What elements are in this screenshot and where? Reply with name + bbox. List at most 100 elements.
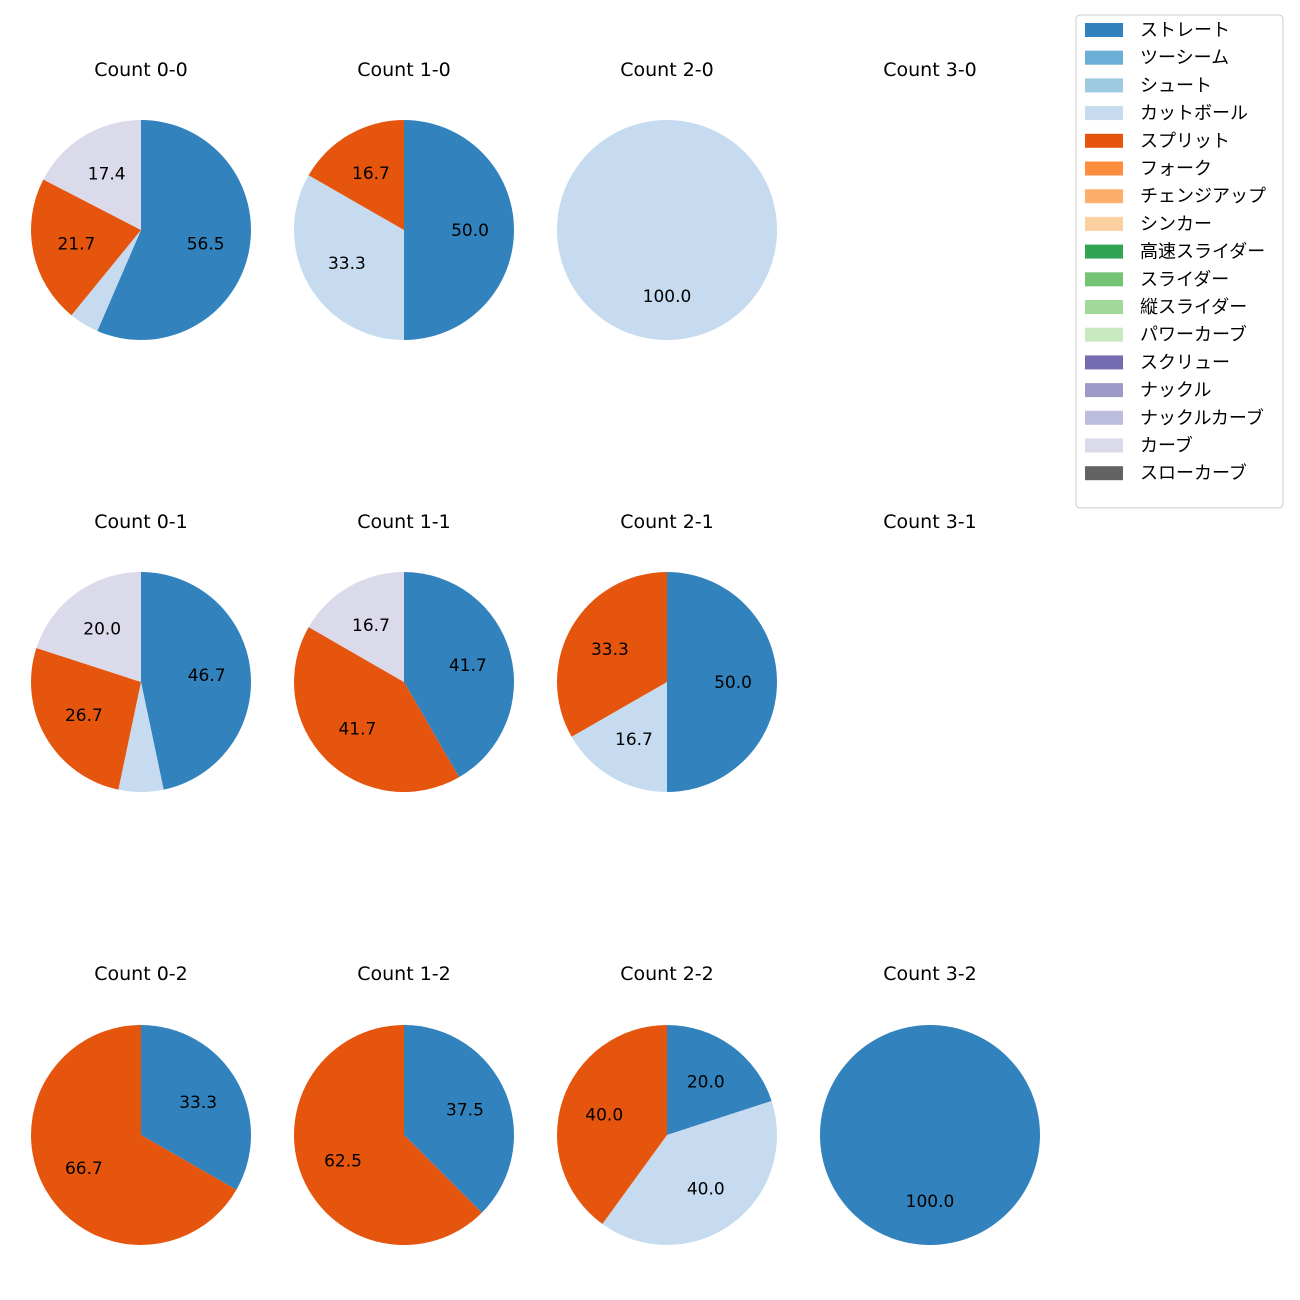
pie-panel-count-3-1: Count 3-1 [883, 511, 977, 533]
legend-label: カーブ [1140, 435, 1193, 457]
pie-slice [71, 230, 141, 331]
slice-label: 33.3 [179, 1093, 217, 1113]
slice-label: 66.7 [65, 1159, 103, 1179]
slice-label: 26.7 [65, 706, 103, 726]
legend: ストレートツーシームシュートカットボールスプリットフォークチェンジアップシンカー… [1075, 14, 1284, 509]
panel-title: Count 3-2 [883, 963, 977, 985]
pie-slice [404, 572, 514, 778]
slice-label: 20.0 [83, 620, 121, 640]
pie-slice [557, 120, 777, 340]
slice-label: 40.0 [585, 1106, 623, 1126]
slice-label: 62.5 [324, 1151, 362, 1171]
legend-swatch [1085, 23, 1123, 37]
legend-swatch [1085, 300, 1123, 314]
slice-label: 100.0 [643, 287, 692, 307]
pie-slice [308, 572, 404, 682]
legend-label: スライダー [1140, 269, 1229, 290]
pie-panel-count-1-0: Count 1-0 50.0 33.3 16.7 [294, 59, 514, 340]
slice-label: 41.7 [449, 656, 487, 676]
legend-label: 高速スライダー [1140, 242, 1265, 263]
legend-label: シンカー [1140, 214, 1212, 235]
pie-panel-count-2-0: Count 2-0 100.0 [557, 59, 777, 340]
pie-panel-count-1-1: Count 1-1 41.7 41.7 16.7 [294, 511, 514, 792]
panel-title: Count 1-1 [357, 511, 451, 533]
slice-label: 16.7 [352, 616, 390, 636]
legend-label: ツーシーム [1140, 48, 1229, 69]
slice-label: 50.0 [451, 221, 489, 241]
slice-label: 41.7 [338, 720, 376, 740]
slice-label: 50.0 [714, 673, 752, 693]
pie-slice [141, 1025, 251, 1190]
pie-panel-count-0-2: Count 0-2 33.3 66.7 [30, 963, 251, 1245]
legend-swatch [1085, 327, 1123, 342]
legend-swatch [1085, 133, 1123, 148]
legend-swatch [1085, 244, 1123, 259]
legend-label: ナックル [1140, 380, 1211, 401]
panel-title: Count 3-1 [883, 511, 977, 533]
legend-swatch [1085, 50, 1123, 65]
slice-label: 17.4 [88, 165, 126, 185]
slice-label: 16.7 [352, 164, 390, 184]
pie-slice [404, 120, 514, 340]
pie-slice [820, 1025, 1040, 1245]
slice-label: 56.5 [187, 234, 225, 254]
pie-slice [557, 1025, 667, 1224]
panel-title: Count 2-2 [620, 963, 714, 985]
legend-swatch [1085, 383, 1123, 398]
legend-swatch [1085, 466, 1123, 481]
legend-label: スプリット [1140, 131, 1230, 152]
panel-title: Count 0-1 [94, 511, 188, 533]
pie-slice [556, 572, 667, 737]
legend-label: スクリュー [1140, 352, 1230, 373]
slice-label: 100.0 [906, 1192, 955, 1212]
pie-slice [293, 1025, 482, 1245]
legend-swatch [1085, 189, 1123, 204]
pie-slice [667, 1025, 772, 1135]
legend-label: 縦スライダー [1140, 297, 1247, 318]
panel-title: Count 1-0 [357, 59, 451, 81]
pie-slice [118, 682, 164, 792]
pie-slice [602, 1101, 777, 1245]
legend-swatch [1085, 272, 1123, 287]
legend-swatch [1085, 355, 1123, 370]
legend-swatch [1085, 216, 1123, 231]
pie-slice [308, 120, 404, 230]
pie-panel-count-3-0: Count 3-0 [883, 59, 977, 81]
pie-panel-count-1-2: Count 1-2 37.5 62.5 [293, 963, 514, 1245]
pie-slice [294, 175, 404, 340]
panel-title: Count 0-0 [94, 59, 188, 81]
slice-label: 20.0 [687, 1073, 725, 1093]
pie-slice [30, 179, 141, 316]
pie-slice [97, 120, 252, 340]
legend-frame [1075, 14, 1284, 509]
legend-label: ナックルカーブ [1140, 407, 1264, 429]
legend-label: チェンジアップ [1140, 186, 1266, 207]
panel-title: Count 0-2 [94, 963, 188, 985]
pie-panel-count-0-0: Count 0-0 56.5 21.7 17.4 [30, 59, 252, 340]
pie-panel-count-2-2: Count 2-2 20.0 40.0 40.0 [557, 963, 777, 1245]
pie-slice [404, 1025, 514, 1213]
pie-slice [294, 627, 460, 792]
pie-slice [43, 120, 141, 230]
legend-swatch [1085, 438, 1123, 453]
pie-panel-count-2-1: Count 2-1 50.0 16.7 33.3 [556, 511, 777, 792]
pie-slice [667, 572, 777, 792]
slice-label: 16.7 [615, 730, 653, 750]
pie-slice [30, 1025, 237, 1245]
panel-title: Count 1-2 [357, 963, 451, 985]
legend-label: スローカーブ [1140, 462, 1247, 484]
legend-label: フォーク [1140, 159, 1212, 180]
slice-label: 46.7 [188, 666, 226, 686]
pie-slice [571, 682, 667, 792]
panel-title: Count 2-1 [620, 511, 714, 533]
legend-swatch [1085, 410, 1123, 425]
panel-title: Count 3-0 [883, 59, 977, 81]
pie-slice [30, 648, 142, 790]
legend-label: ストレート [1140, 20, 1230, 41]
slice-label: 40.0 [687, 1179, 725, 1199]
slice-label: 37.5 [446, 1101, 484, 1121]
pie-panel-count-3-2: Count 3-2 100.0 [820, 963, 1040, 1245]
slice-label: 33.3 [328, 254, 366, 274]
legend-swatch [1085, 106, 1123, 121]
slice-label: 21.7 [57, 234, 95, 254]
